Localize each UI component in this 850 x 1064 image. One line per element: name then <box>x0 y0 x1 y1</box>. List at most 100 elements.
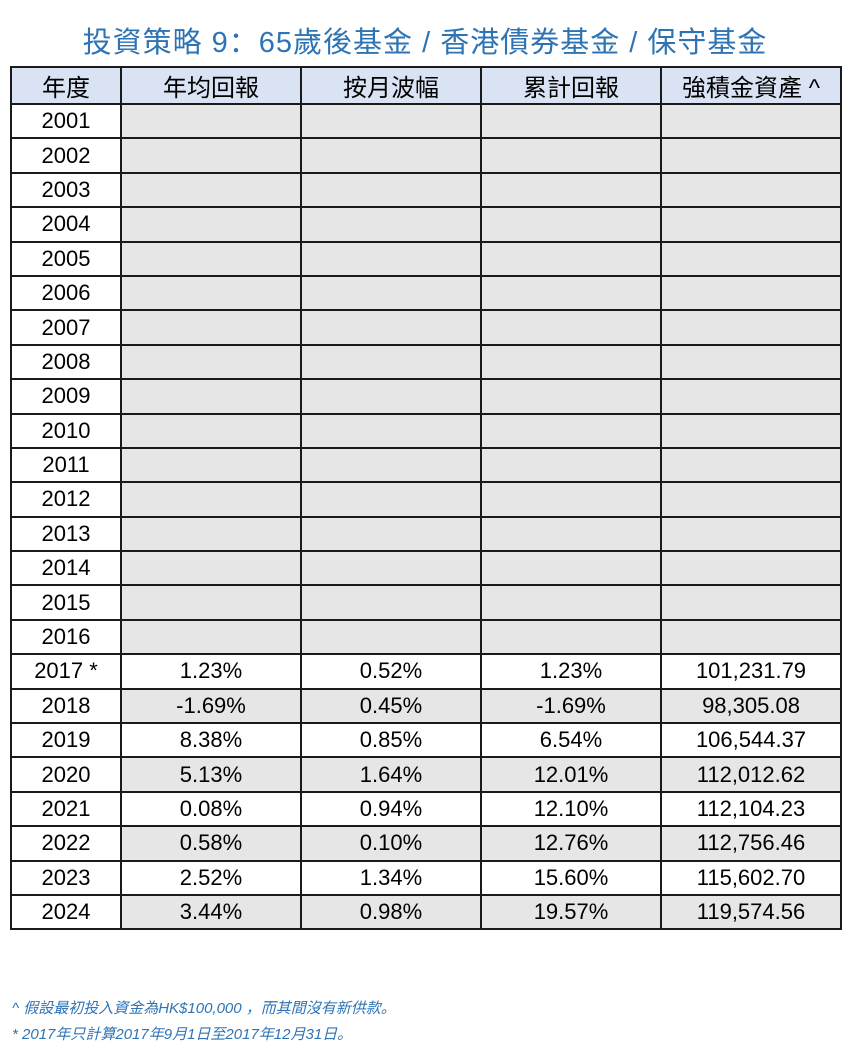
empty-cell <box>660 584 842 621</box>
table-row: 2020 5.13% 1.64% 12.01% 112,012.62 <box>10 756 842 793</box>
empty-cell <box>480 618 662 656</box>
empty-cell <box>300 378 482 415</box>
empty-cell <box>120 102 302 140</box>
empty-cell <box>120 446 302 484</box>
empty-cell <box>120 618 302 656</box>
annual-return-cell: 0.08% <box>120 790 302 828</box>
cumulative-return-cell: 12.76% <box>480 825 662 862</box>
header-annual-return: 年均回報 <box>120 66 302 105</box>
table-row: 2021 0.08% 0.94% 12.10% 112,104.23 <box>10 790 842 828</box>
header-mpf-assets: 強積金資產 ^ <box>660 66 842 105</box>
empty-cell <box>300 171 482 209</box>
table-row: 2022 0.58% 0.10% 12.76% 112,756.46 <box>10 825 842 862</box>
year-cell: 2012 <box>10 481 122 518</box>
table-row: 2023 2.52% 1.34% 15.60% 115,602.70 <box>10 859 842 896</box>
monthly-volatility-cell: 1.64% <box>300 756 482 793</box>
year-cell: 2001 <box>10 102 122 140</box>
empty-cell <box>120 550 302 587</box>
empty-cell <box>480 446 662 484</box>
table-row: 2010 <box>10 412 842 449</box>
empty-cell <box>300 515 482 553</box>
empty-cell <box>480 550 662 587</box>
footnotes: ^ 假設最初投入資金為HK$100,000 ，而其間沒有新供款。 * 2017年… <box>12 996 396 1048</box>
empty-cell <box>300 137 482 174</box>
year-cell: 2004 <box>10 206 122 243</box>
table-row: 2003 <box>10 171 842 209</box>
table-row: 2014 <box>10 550 842 587</box>
empty-cell <box>120 171 302 209</box>
year-cell: 2022 <box>10 825 122 862</box>
monthly-volatility-cell: 0.52% <box>300 653 482 690</box>
year-cell: 2024 <box>10 893 122 931</box>
monthly-volatility-cell: 0.98% <box>300 893 482 931</box>
empty-cell <box>300 343 482 381</box>
mpf-assets-cell: 112,104.23 <box>660 790 842 828</box>
annual-return-cell: 0.58% <box>120 825 302 862</box>
table-row: 2002 <box>10 137 842 174</box>
empty-cell <box>480 378 662 415</box>
year-cell: 2008 <box>10 343 122 381</box>
page-title: 投資策略 9：65歲後基金 / 香港債券基金 / 保守基金 <box>82 27 768 59</box>
table-row: 2007 <box>10 309 842 346</box>
empty-cell <box>480 584 662 621</box>
mpf-assets-cell: 106,544.37 <box>660 722 842 759</box>
table-row: 2006 <box>10 274 842 312</box>
year-cell: 2005 <box>10 240 122 277</box>
empty-cell <box>120 240 302 277</box>
empty-cell <box>120 515 302 553</box>
header-year: 年度 <box>10 66 122 105</box>
empty-cell <box>660 206 842 243</box>
cumulative-return-cell: 15.60% <box>480 859 662 896</box>
table-row: 2008 <box>10 343 842 381</box>
empty-cell <box>480 412 662 449</box>
year-cell: 2003 <box>10 171 122 209</box>
empty-cell <box>300 274 482 312</box>
table-row: 2017 * 1.23% 0.52% 1.23% 101,231.79 <box>10 653 842 690</box>
empty-cell <box>660 412 842 449</box>
empty-cell <box>660 309 842 346</box>
year-cell: 2016 <box>10 618 122 656</box>
cumulative-return-cell: 12.10% <box>480 790 662 828</box>
empty-cell <box>660 618 842 656</box>
empty-cell <box>660 240 842 277</box>
empty-cell <box>660 102 842 140</box>
monthly-volatility-cell: 1.34% <box>300 859 482 896</box>
empty-cell <box>660 550 842 587</box>
year-cell: 2002 <box>10 137 122 174</box>
empty-cell <box>120 584 302 621</box>
year-cell: 2021 <box>10 790 122 828</box>
table-row: 2009 <box>10 378 842 415</box>
empty-cell <box>300 446 482 484</box>
table-row: 2016 <box>10 618 842 656</box>
table-row: 2015 <box>10 584 842 621</box>
empty-cell <box>300 240 482 277</box>
year-cell: 2013 <box>10 515 122 553</box>
empty-cell <box>480 102 662 140</box>
header-cumulative-return: 累計回報 <box>480 66 662 105</box>
annual-return-cell: 8.38% <box>120 722 302 759</box>
table-row: 2004 <box>10 206 842 243</box>
year-cell: 2020 <box>10 756 122 793</box>
empty-cell <box>660 446 842 484</box>
empty-cell <box>300 584 482 621</box>
table-row: 2024 3.44% 0.98% 19.57% 119,574.56 <box>10 893 842 931</box>
mpf-assets-cell: 98,305.08 <box>660 687 842 725</box>
returns-table: 年度 年均回報 按月波幅 累計回報 強積金資產 ^ 2001 2002 2003 20… <box>10 66 842 931</box>
empty-cell <box>480 274 662 312</box>
empty-cell <box>480 309 662 346</box>
empty-cell <box>660 274 842 312</box>
empty-cell <box>300 309 482 346</box>
cumulative-return-cell: -1.69% <box>480 687 662 725</box>
mpf-assets-cell: 112,756.46 <box>660 825 842 862</box>
year-cell: 2007 <box>10 309 122 346</box>
empty-cell <box>480 515 662 553</box>
empty-cell <box>480 206 662 243</box>
year-cell: 2014 <box>10 550 122 587</box>
cumulative-return-cell: 1.23% <box>480 653 662 690</box>
year-cell: 2017 * <box>10 653 122 690</box>
empty-cell <box>120 343 302 381</box>
empty-cell <box>300 618 482 656</box>
footnote-2017-period: * 2017年只計算2017年9月1日至2017年12月31日。 <box>12 1026 353 1043</box>
cumulative-return-cell: 6.54% <box>480 722 662 759</box>
empty-cell <box>660 343 842 381</box>
